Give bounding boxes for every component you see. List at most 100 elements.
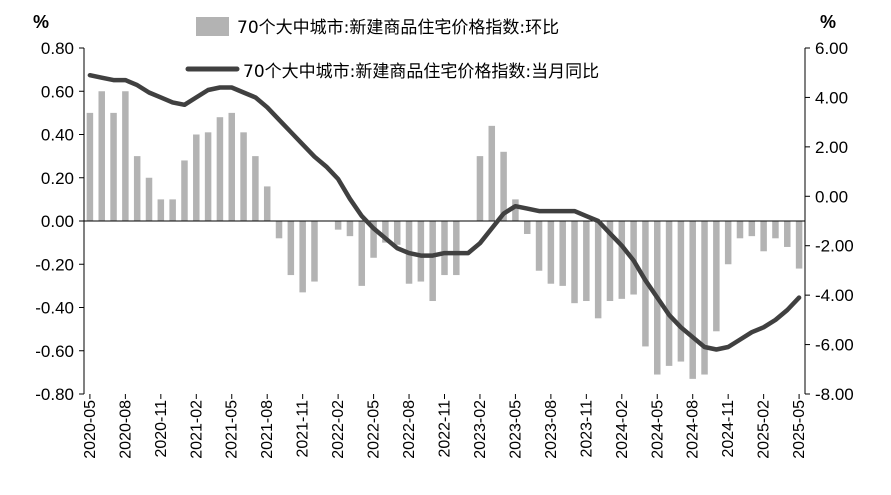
x-tick-label: 2024-05 <box>649 400 666 459</box>
bar-mark <box>748 221 756 237</box>
bar-mark <box>346 221 354 237</box>
x-tick-label: 2023-05 <box>507 400 524 459</box>
right-tick-label: 0.00 <box>815 187 848 206</box>
bar-mark <box>311 221 318 282</box>
bar-mark <box>98 91 105 221</box>
line-series <box>87 72 802 352</box>
bar-mark <box>512 199 519 221</box>
bar-mark <box>299 221 306 293</box>
right-tick-label: -4.00 <box>815 286 854 305</box>
bar-mark <box>429 221 436 302</box>
right-tick-label: 4.00 <box>815 88 848 107</box>
bar-mark <box>784 221 791 247</box>
bar-mark <box>157 199 165 221</box>
bar-mark <box>382 221 389 243</box>
bar-mark <box>275 221 283 239</box>
left-tick-label: -0.80 <box>35 385 74 404</box>
bar-mark <box>441 221 448 276</box>
bar-mark <box>535 221 543 271</box>
bar-mark <box>559 221 566 286</box>
left-tick-label: -0.20 <box>35 255 74 274</box>
x-tick-label: 2021-05 <box>224 400 241 459</box>
bar-mark <box>618 221 626 299</box>
x-axis: 2020-05 2020-08 2020-11 2021-02 2021-05 2021-… <box>82 394 808 459</box>
bar-mark <box>133 156 141 221</box>
right-axis-unit: % <box>820 12 836 32</box>
x-tick-label: 2023-11 <box>578 400 595 458</box>
x-tick-label: 2023-02 <box>472 400 489 459</box>
left-tick-label: -0.60 <box>35 342 74 361</box>
bar-mark <box>86 112 94 221</box>
bar-mark <box>417 221 425 282</box>
axis-lines <box>83 48 806 394</box>
legend-bar-swatch <box>196 17 229 36</box>
bar-mark <box>204 132 212 221</box>
right-axis: 6.00 4.00 2.00 0.00 -2.00 -4.00 -6.00 -8.00 <box>805 39 854 404</box>
bar-mark <box>122 91 129 221</box>
bar-mark <box>169 199 176 221</box>
bar-mark <box>500 151 507 221</box>
x-tick-label: 2022-08 <box>401 400 418 459</box>
legend: 70个大中城市:新建商品住宅价格指数:环比 70个大中城市:新建商品住宅价格指数… <box>185 17 599 82</box>
bar-mark <box>772 221 779 239</box>
bar-mark <box>701 221 708 375</box>
bar-mark <box>145 177 153 221</box>
legend-line-label: 70个大中城市:新建商品住宅价格指数:当月同比 <box>243 62 599 82</box>
bar-mark <box>724 221 732 265</box>
left-axis-unit: % <box>33 12 49 32</box>
bar-mark <box>594 221 602 319</box>
x-tick-label: 2024-08 <box>685 400 702 459</box>
bar-mark <box>547 221 555 284</box>
x-tick-label: 2021-11 <box>295 400 312 458</box>
bar-mark <box>358 221 366 286</box>
bar-mark <box>181 160 188 221</box>
left-tick-label: 0.60 <box>41 82 74 101</box>
bar-mark <box>110 112 117 221</box>
x-tick-label: 2025-02 <box>756 400 773 459</box>
x-tick-label: 2022-11 <box>437 400 454 458</box>
bar-mark <box>193 134 200 221</box>
bar-mark <box>287 221 295 276</box>
x-tick-label: 2024-02 <box>614 400 631 459</box>
bar-mark <box>689 221 696 379</box>
right-tick-label: -8.00 <box>815 385 854 404</box>
x-tick-label: 2021-02 <box>188 400 205 459</box>
bar-mark <box>488 125 496 221</box>
x-tick-label: 2021-08 <box>259 400 276 459</box>
right-tick-label: 6.00 <box>815 39 848 58</box>
bar-mark <box>216 117 224 221</box>
left-tick-label: 0.20 <box>41 169 74 188</box>
right-tick-label: 2.00 <box>815 138 848 157</box>
bar-mark <box>370 221 377 258</box>
bar-mark <box>736 221 744 239</box>
bar-mark <box>252 156 259 221</box>
right-tick-label: -2.00 <box>815 237 854 256</box>
bar-mark <box>606 221 614 302</box>
bar-mark <box>334 221 342 230</box>
x-tick-label: 2022-02 <box>330 400 347 459</box>
legend-bar-label: 70个大中城市:新建商品住宅价格指数:环比 <box>237 18 559 38</box>
bar-mark <box>665 221 673 366</box>
bar-mark <box>760 221 767 252</box>
bar-mark <box>571 221 578 304</box>
left-tick-label: 0.00 <box>41 212 74 231</box>
left-tick-label: 0.40 <box>41 126 74 145</box>
x-tick-label: 2020-08 <box>117 400 134 459</box>
left-tick-label: -0.40 <box>35 299 74 318</box>
right-tick-label: -6.00 <box>815 336 854 355</box>
bar-mark <box>795 221 803 269</box>
bar-mark <box>713 221 720 332</box>
left-axis: 0.80 0.60 0.40 0.20 0.00 -0.20 -0.40 -0.60 -0.80 <box>35 39 84 404</box>
bar-mark <box>228 112 235 221</box>
bar-mark <box>476 156 484 221</box>
x-tick-label: 2025-05 <box>791 400 808 459</box>
bar-mark <box>523 221 531 234</box>
x-tick-label: 2023-08 <box>543 400 560 459</box>
yoy-line <box>87 72 802 352</box>
bar-mark <box>393 221 401 245</box>
bar-mark <box>677 221 685 362</box>
bar-mark <box>453 221 460 276</box>
left-tick-label: 0.80 <box>41 39 74 58</box>
x-tick-label: 2022-05 <box>366 400 383 459</box>
